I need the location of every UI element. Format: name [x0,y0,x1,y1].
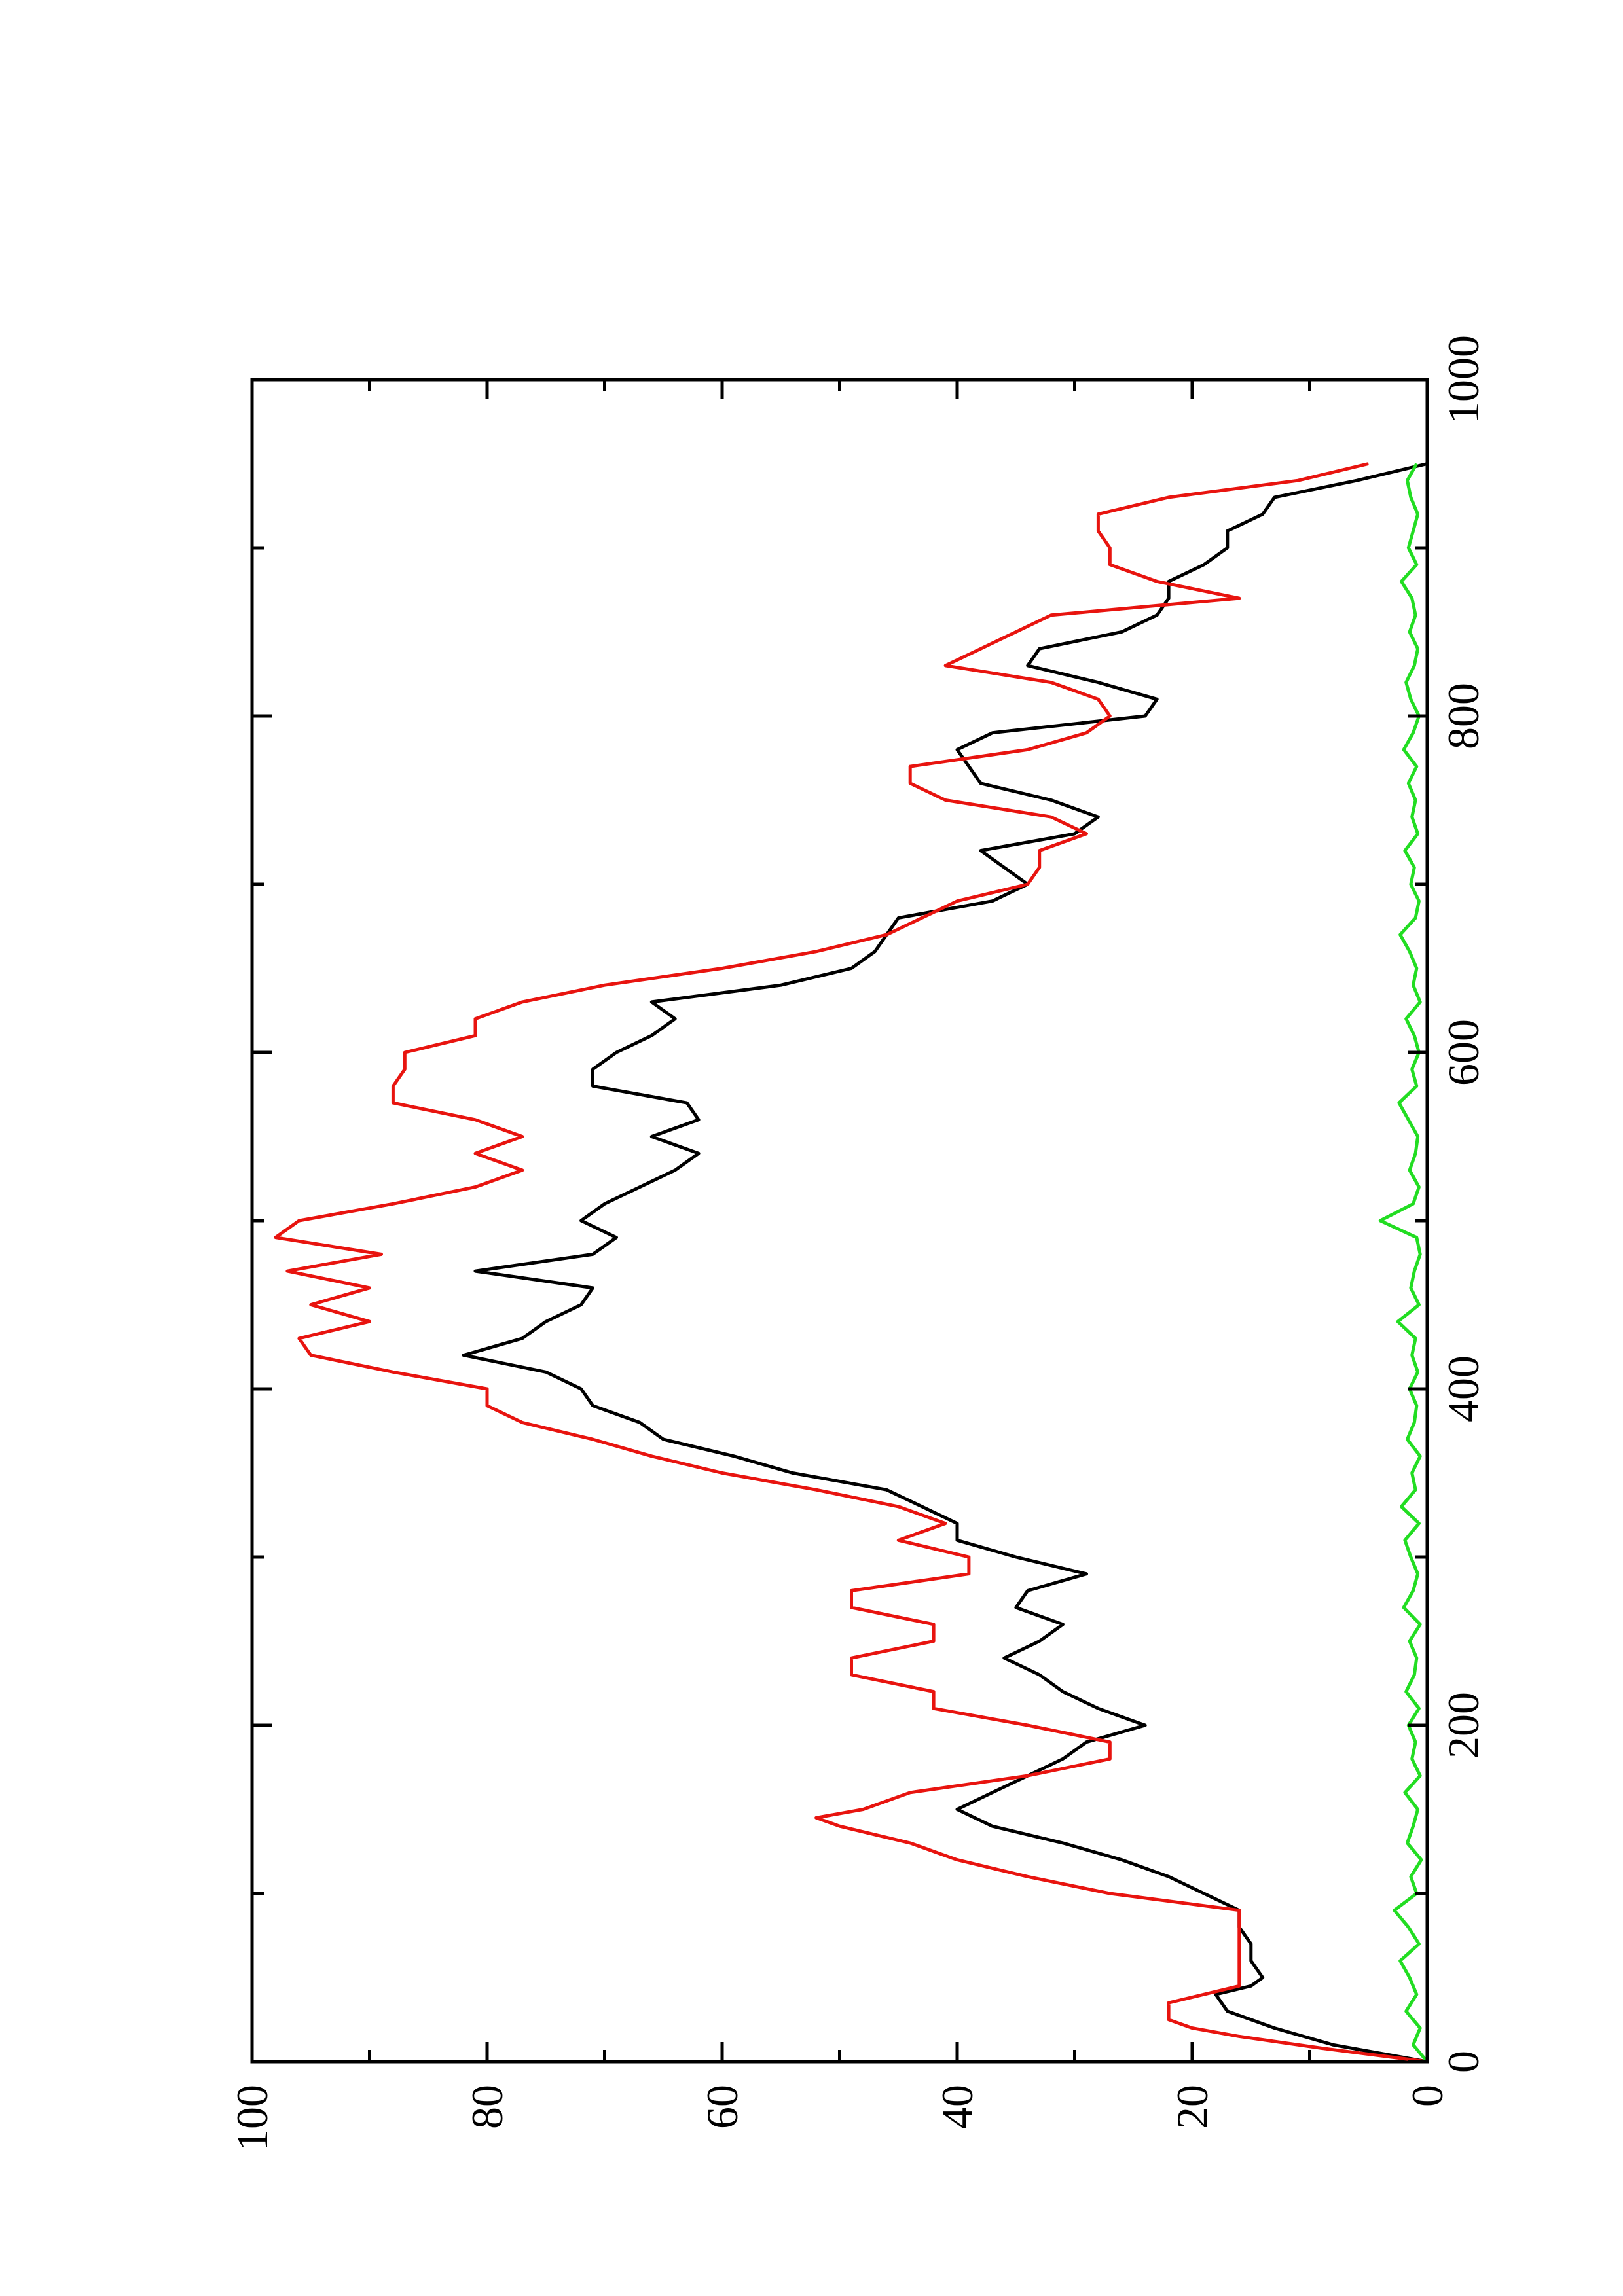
ticks-layer [250,378,1429,2064]
x-tick-label: 200 [1438,1692,1488,1759]
series-layer [274,462,1429,2064]
y-tick-label: 40 [932,2085,982,2129]
y-tick-label: 60 [697,2085,747,2129]
y-tick-label: 20 [1167,2085,1217,2129]
x-tick-label: 600 [1438,1019,1488,1086]
x-tick-label: 1000 [1438,335,1488,424]
series-line-2 [274,462,1428,2064]
x-tick-label: 800 [1438,683,1488,749]
series-line-1 [462,462,1428,2064]
y-tick-label: 100 [227,2085,277,2151]
series-line-3 [1378,463,1429,2063]
y-tick-label: 80 [462,2085,512,2129]
tick-labels-layer: 0 200 400 600 800 1000 0 20 40 60 80 100 [227,335,1488,2151]
y-tick-label: 0 [1402,2085,1452,2107]
x-tick-label: 400 [1438,1355,1488,1422]
x-tick-label: 0 [1438,2051,1488,2073]
